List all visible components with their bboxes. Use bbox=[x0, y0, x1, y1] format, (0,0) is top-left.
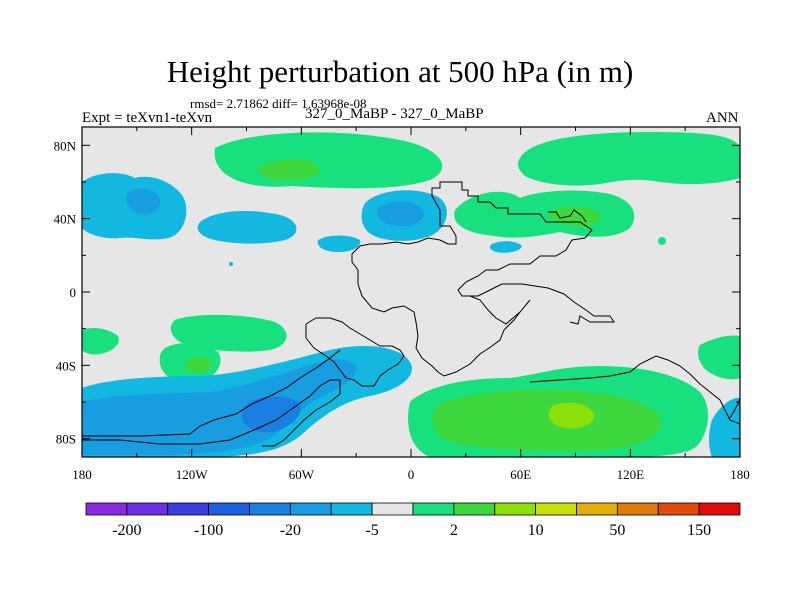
chart-subtitle: 327_0_MaBP - 327_0_MaBP bbox=[305, 106, 484, 122]
region-small-positive bbox=[658, 237, 666, 245]
colorbar-swatch bbox=[330, 502, 373, 516]
region-south-atlantic-west-positive bbox=[82, 328, 119, 355]
colorbar-swatch bbox=[412, 502, 455, 516]
region-asia-positive-core bbox=[549, 206, 601, 227]
region-southern-indian-peak bbox=[548, 402, 595, 429]
colorbar-label: 10 bbox=[528, 522, 544, 539]
x-tick-label: 60W bbox=[289, 467, 315, 482]
region-south-east-pacific-core bbox=[185, 356, 212, 373]
coastline-antarctica bbox=[82, 349, 341, 447]
region-arctic-atlantic-core bbox=[258, 158, 320, 180]
coastline-red-sea bbox=[469, 295, 521, 325]
colorbar-swatch bbox=[616, 502, 659, 516]
y-axis: 80N 40N 0 40S 80S bbox=[54, 138, 740, 447]
colorbar-swatch bbox=[535, 502, 577, 516]
region-asia-positive bbox=[454, 190, 635, 238]
x-tick-label: 120E bbox=[617, 467, 645, 482]
coastline-asia-detail bbox=[548, 209, 587, 223]
x-tick-label: 60E bbox=[510, 467, 531, 482]
colorbar-swatch bbox=[576, 502, 618, 516]
coastlines bbox=[82, 181, 740, 447]
x-tick-label: 180 bbox=[730, 467, 750, 482]
region-arctic-pacific-positive bbox=[517, 132, 740, 186]
colorbar-label: 2 bbox=[450, 522, 458, 539]
colorbar-swatch bbox=[371, 502, 414, 516]
colorbar-swatch bbox=[249, 502, 291, 516]
colorbar-swatch bbox=[167, 502, 210, 516]
region-southern-ocean-negative-core bbox=[242, 396, 301, 433]
colorbar-label: -200 bbox=[112, 522, 141, 539]
colorbar-swatch bbox=[453, 502, 496, 516]
region-southern-indian-core bbox=[432, 389, 661, 451]
colorbar-label: 50 bbox=[609, 522, 625, 539]
region-small-negative bbox=[229, 262, 233, 266]
region-mid-atlantic-negative bbox=[317, 235, 361, 252]
x-tick-label: 120W bbox=[176, 467, 209, 482]
season-label: ANN bbox=[706, 110, 739, 126]
region-south-pacific-positive bbox=[170, 314, 287, 352]
colorbar-swatch bbox=[126, 502, 169, 516]
colorbar-label: 150 bbox=[687, 522, 711, 539]
region-south-pacific-west-negative bbox=[709, 397, 740, 457]
y-tick-label: 80N bbox=[54, 138, 77, 153]
region-west-atlantic-negative bbox=[197, 210, 297, 244]
region-tibet-negative bbox=[489, 241, 522, 253]
stats-text: rmsd= 2.71862 diff= 1.63968e-08 bbox=[190, 96, 367, 111]
y-tick-label: 80S bbox=[56, 432, 76, 447]
x-axis: 180 120W 60W 0 60E 120E 180 bbox=[72, 127, 750, 482]
colorbar-label: -5 bbox=[365, 522, 378, 539]
colorbar-swatch bbox=[494, 502, 537, 516]
y-tick-label: 0 bbox=[70, 285, 77, 300]
colorbar-label: -20 bbox=[280, 522, 301, 539]
region-north-pacific-negative-core bbox=[126, 188, 161, 215]
coastline-europe-africa bbox=[351, 195, 531, 377]
colorbar: -200 -100 -20 -5 2 10 50 150 bbox=[85, 502, 741, 539]
colorbar-label: -100 bbox=[194, 522, 223, 539]
experiment-label: Expt = teXvn1-teXvn bbox=[82, 110, 213, 126]
chart-title: Height perturbation at 500 hPa (in m) bbox=[166, 54, 634, 89]
region-south-indian-positive bbox=[697, 335, 740, 380]
coastline-south-america bbox=[305, 317, 405, 387]
region-euro-negative-core bbox=[377, 201, 425, 227]
colorbar-swatch bbox=[289, 502, 332, 516]
x-tick-label: 0 bbox=[408, 467, 415, 482]
colorbar-swatch bbox=[85, 502, 128, 516]
x-tick-label: 180 bbox=[72, 467, 92, 482]
colorbar-swatch bbox=[698, 502, 741, 516]
coastline-antarctica-east bbox=[529, 355, 740, 425]
y-tick-label: 40S bbox=[56, 358, 76, 373]
y-tick-label: 40N bbox=[54, 212, 77, 227]
region-southern-ocean-negative-2 bbox=[82, 359, 357, 455]
contour-fills bbox=[82, 132, 740, 457]
colorbar-swatch bbox=[208, 502, 250, 516]
colorbar-swatch bbox=[657, 502, 700, 516]
coastline-eurasia bbox=[431, 181, 615, 325]
